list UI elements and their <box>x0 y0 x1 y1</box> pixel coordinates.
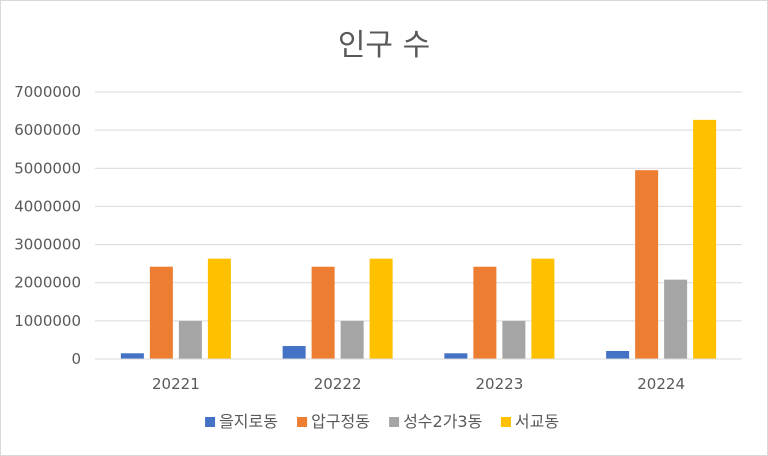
bar-20221-을지로동 <box>120 353 144 359</box>
x-tick-label: 20224 <box>637 375 685 393</box>
x-tick-label: 20222 <box>314 375 362 393</box>
bar-20224-성수2가3동 <box>664 279 688 359</box>
legend-label: 압구정동 <box>311 412 370 431</box>
bar-20223-을지로동 <box>444 353 468 359</box>
bar-20224-을지로동 <box>606 350 630 359</box>
y-tick-label: 2000000 <box>14 274 81 292</box>
legend-swatch-성수2가3동 <box>389 417 400 427</box>
y-tick-label: 3000000 <box>14 236 81 254</box>
bar-20221-압구정동 <box>149 266 173 359</box>
bar-20222-압구정동 <box>311 266 335 359</box>
legend-swatch-을지로동 <box>205 417 216 427</box>
bar-20223-서교동 <box>531 258 555 359</box>
y-tick-label: 0 <box>71 350 81 368</box>
y-tick-label: 7000000 <box>14 83 81 101</box>
bar-20221-성수2가3동 <box>178 320 202 359</box>
chart-title: 인구 수 <box>338 28 430 63</box>
y-tick-label: 1000000 <box>14 312 81 330</box>
x-axis-tick-labels: 20221 20222 20223 20224 <box>152 375 685 393</box>
x-tick-label: 20221 <box>152 375 200 393</box>
legend: 을지로동 압구정동 성수2가3동 서교동 <box>205 412 559 431</box>
bar-20224-압구정동 <box>635 170 659 359</box>
bar-20224-서교동 <box>693 119 717 359</box>
legend-label: 성수2가3동 <box>403 412 482 431</box>
legend-swatch-서교동 <box>500 417 511 427</box>
bar-20221-서교동 <box>207 258 231 359</box>
x-tick-label: 20223 <box>476 375 524 393</box>
bar-20222-을지로동 <box>282 346 306 359</box>
bar-20222-서교동 <box>369 258 393 359</box>
gridlines <box>95 91 742 322</box>
y-axis-tick-labels: 0 1000000 2000000 3000000 4000000 5000000 6000… <box>14 83 81 368</box>
y-tick-label: 6000000 <box>14 121 81 139</box>
bar-20222-성수2가3동 <box>340 320 364 359</box>
y-tick-label: 5000000 <box>14 159 81 177</box>
y-tick-label: 4000000 <box>14 197 81 215</box>
bar-20223-성수2가3동 <box>502 320 526 359</box>
legend-label: 을지로동 <box>219 412 278 431</box>
bar-20223-압구정동 <box>473 266 497 359</box>
legend-swatch-압구정동 <box>297 417 308 427</box>
bars <box>120 119 717 359</box>
legend-label: 서교동 <box>515 412 559 431</box>
